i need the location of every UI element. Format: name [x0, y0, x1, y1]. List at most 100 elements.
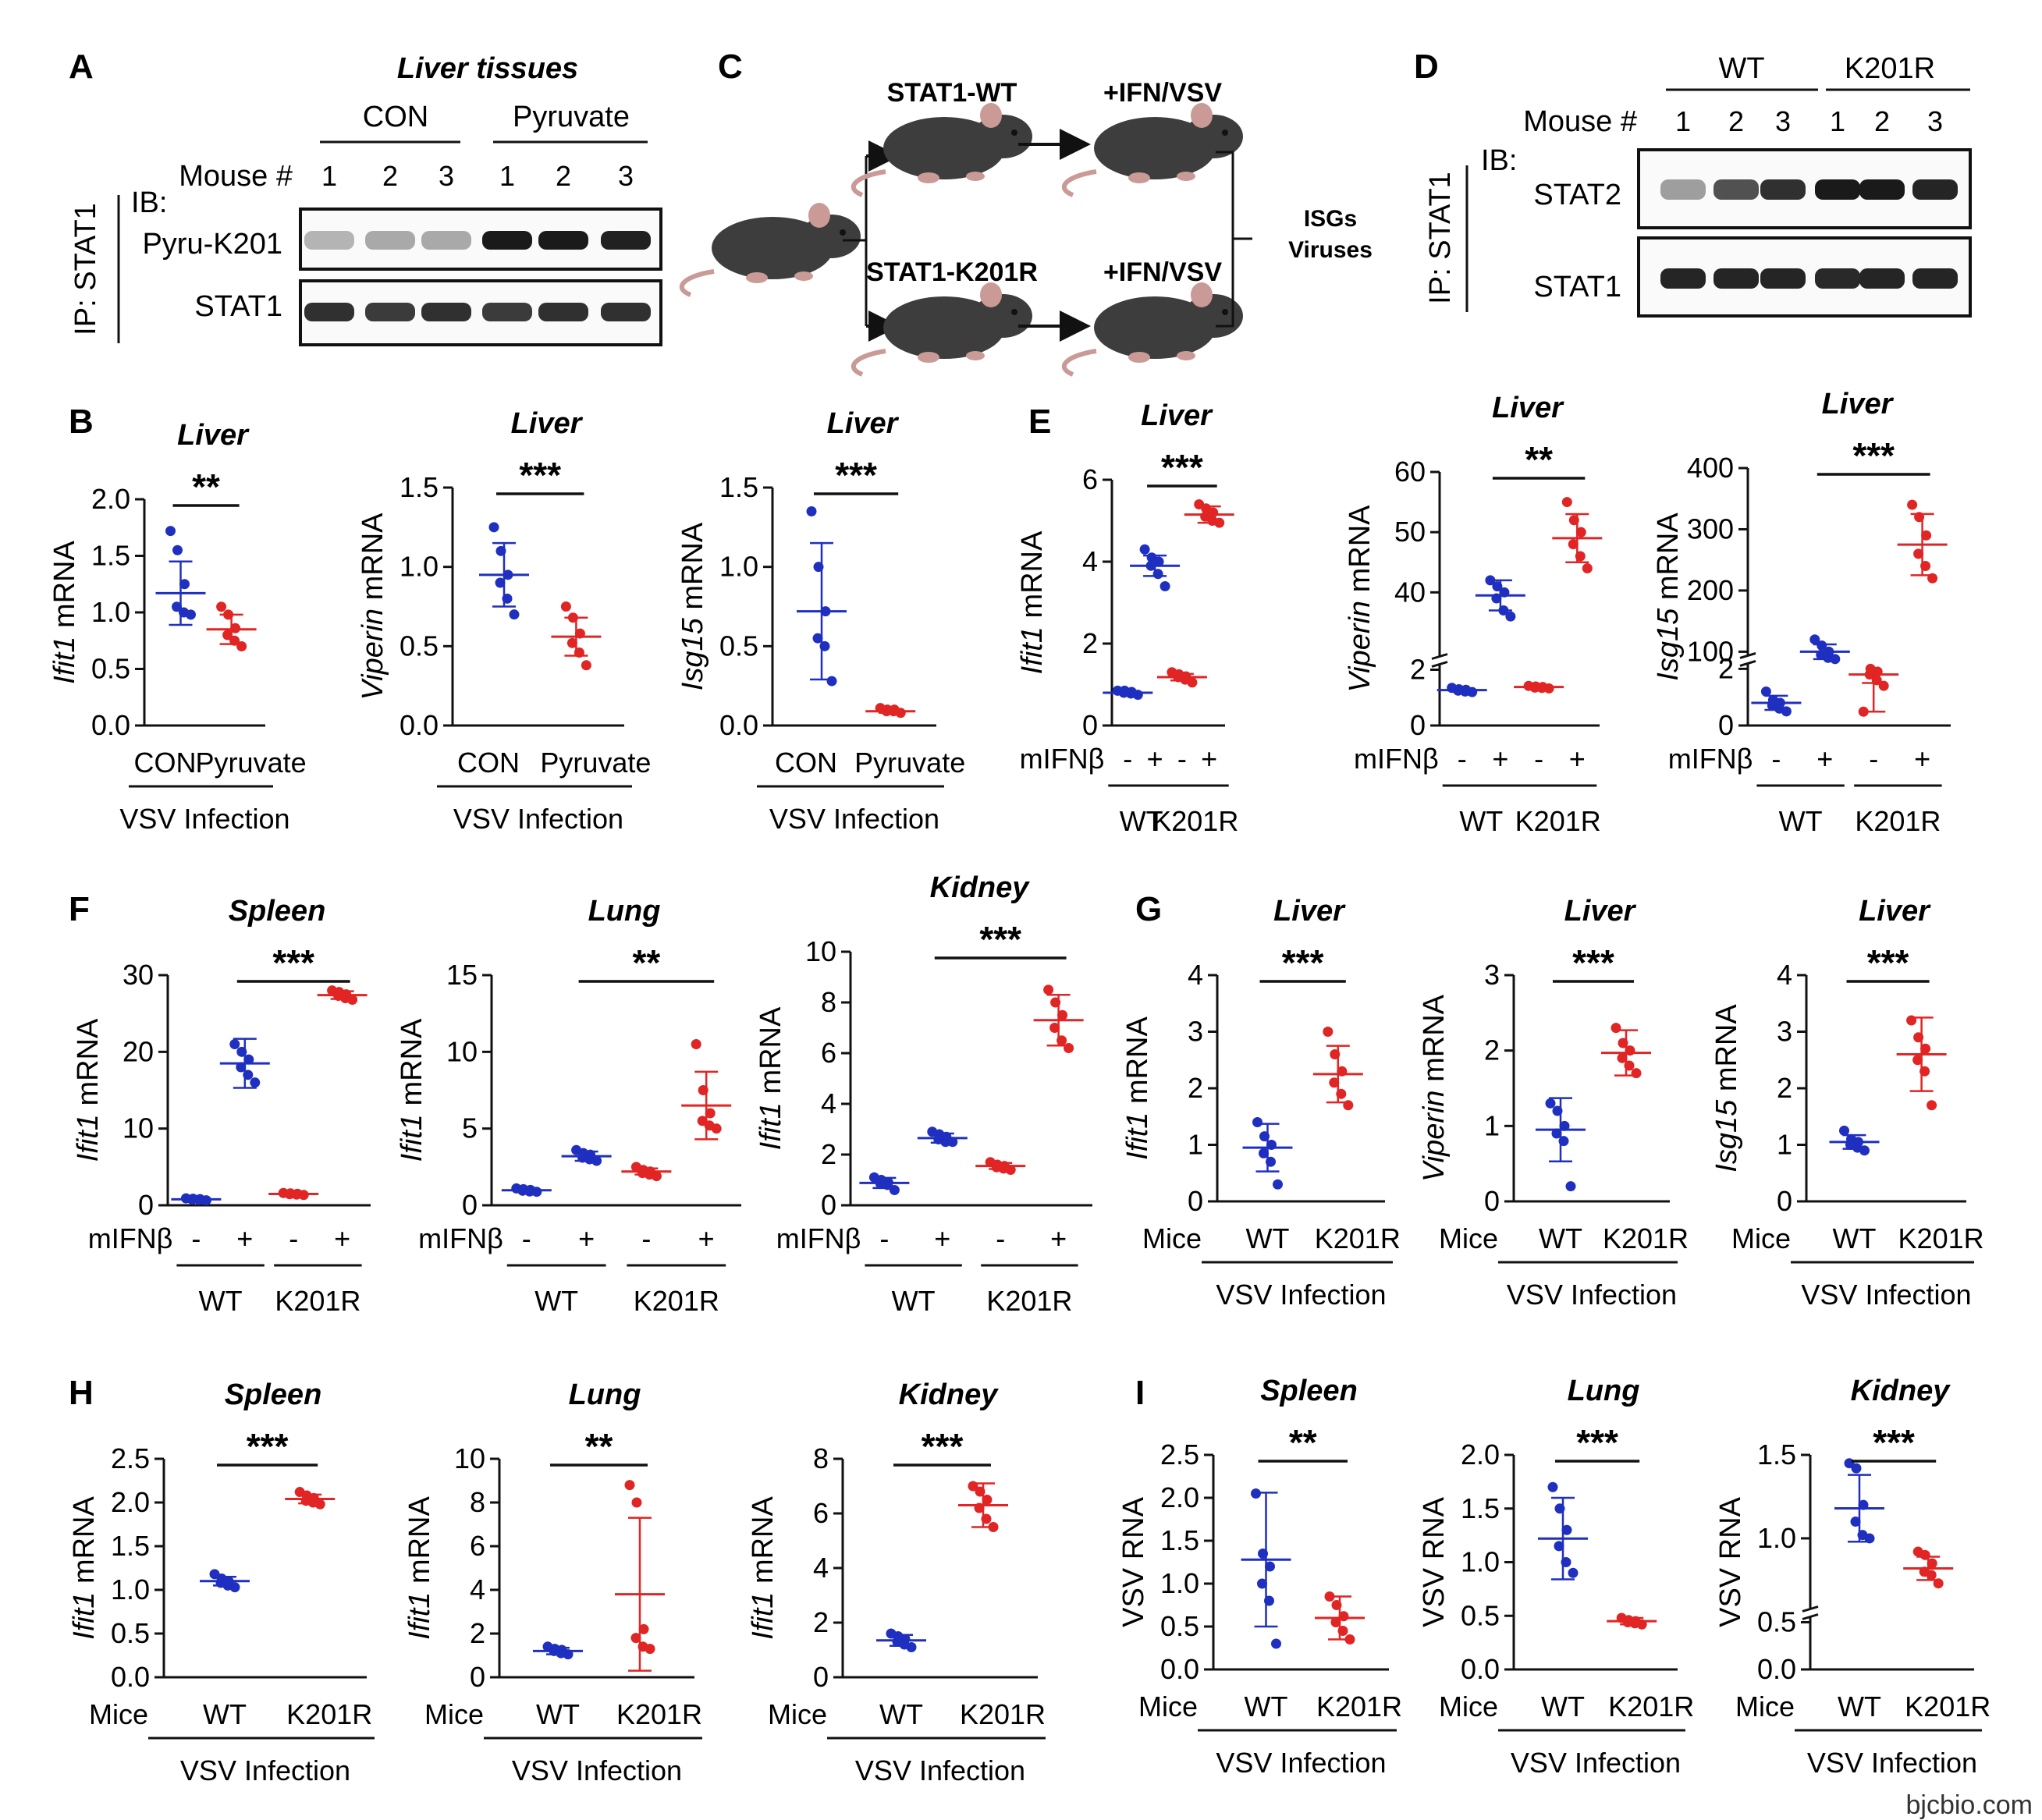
data-point — [1561, 1524, 1572, 1535]
y-tick-label: 8 — [470, 1486, 485, 1518]
data-point — [229, 1582, 240, 1593]
mice-label: Mice — [1142, 1222, 1202, 1254]
y-tick-label: 0.0 — [91, 709, 130, 741]
treatment-axis-label: mIFNβ — [1020, 743, 1105, 775]
treatment-sign: - — [1534, 743, 1543, 775]
significance-label: *** — [1282, 942, 1324, 983]
chart-title: Liver — [1859, 895, 1931, 928]
y-axis-label: Viperin mRNA — [357, 513, 389, 701]
y-tick-label: 0.0 — [1757, 1653, 1796, 1685]
y-tick-label: 5 — [462, 1112, 478, 1144]
data-point — [179, 579, 190, 590]
panel-letter-a: A — [69, 48, 94, 86]
genotype-label: WT — [1459, 805, 1503, 837]
data-point — [624, 1480, 635, 1491]
treatment-sign: - — [1869, 743, 1878, 775]
significance-label: *** — [1572, 942, 1614, 983]
series-4 — [1552, 497, 1603, 573]
y-tick-label: 1.0 — [719, 551, 758, 583]
category-label: WT — [1838, 1691, 1881, 1722]
treatment-axis-label: mIFNβ — [418, 1222, 503, 1254]
y-axis-label: Ifit1 mRNA — [396, 1018, 428, 1162]
data-point — [1920, 1043, 1931, 1054]
data-point — [651, 1171, 662, 1182]
category-label: CON — [457, 747, 520, 779]
series-4 — [1897, 499, 1948, 584]
y-tick-label: 200 — [1687, 574, 1734, 606]
panel-letter-b: B — [69, 403, 94, 441]
y-tick-label: 4 — [1188, 959, 1203, 991]
significance-label: *** — [272, 942, 314, 983]
lane-number: 1 — [1675, 105, 1691, 137]
blot-band — [1859, 268, 1905, 289]
y-axis-label: Ifit1 mRNA — [1016, 530, 1049, 674]
genotype-label: K201R — [1855, 805, 1941, 837]
group-label: VSV Infection — [855, 1754, 1025, 1786]
y-tick-label: 2 — [813, 1606, 829, 1638]
category-label: K201R — [1315, 1222, 1401, 1254]
lane-number: 3 — [618, 160, 634, 192]
treatment-sign: - — [1123, 743, 1132, 775]
data-point — [250, 1077, 261, 1088]
y-tick-label: 0 — [813, 1661, 829, 1693]
blot-band — [304, 303, 354, 321]
significance-label: *** — [247, 1426, 289, 1467]
data-point — [509, 609, 520, 620]
y-tick-label: 4 — [1082, 545, 1098, 577]
treatment-sign: - — [522, 1222, 531, 1254]
chart-title: Spleen — [225, 1378, 322, 1411]
chart-g3: 0 1 2 3 4 Isg15 mRNA Liver *** Mice WT K201R VSV In… — [1710, 895, 1984, 1311]
data-point — [566, 637, 577, 648]
treatment-label: +IFN/VSV — [1103, 78, 1222, 108]
series-1 — [200, 1569, 250, 1593]
chart-title: Liver — [511, 407, 584, 440]
series-3 — [975, 1157, 1026, 1175]
data-point — [1273, 1179, 1283, 1190]
data-point — [1257, 1578, 1267, 1589]
blot-band — [1912, 179, 1958, 200]
significance-label: *** — [519, 455, 561, 495]
series-2 — [1130, 544, 1181, 591]
treatment-sign: - — [191, 1222, 201, 1254]
mice-label: Mice — [1735, 1691, 1795, 1722]
lane-number: 2 — [556, 160, 571, 192]
y-tick-label: 300 — [1687, 513, 1734, 545]
chart-title: Liver — [827, 407, 900, 440]
y-tick-label: 0.0 — [1160, 1653, 1199, 1685]
data-point — [889, 1185, 900, 1195]
category-label: WT — [1833, 1222, 1877, 1254]
series-1 — [876, 1628, 926, 1652]
chart-i3: 0.0 0.5 1.0 1.5 VSV RNA Kidney *** Mice WT K201R V… — [1714, 1375, 1991, 1779]
y-tick-label: 3 — [1484, 959, 1500, 991]
group-label-wt: WT — [1718, 52, 1764, 85]
chart-title: Kidney — [1851, 1375, 1951, 1407]
y-tick-label: 0 — [1410, 709, 1426, 741]
data-point — [1259, 1148, 1269, 1158]
y-tick-label: 0 — [1484, 1185, 1500, 1217]
series-1 — [501, 1183, 552, 1197]
data-point — [1561, 497, 1572, 508]
chart-title: Kidney — [899, 1378, 1000, 1411]
y-tick-label: 1.0 — [1461, 1546, 1500, 1578]
chart-title: Liver — [1273, 895, 1346, 928]
series-3 — [1848, 663, 1899, 717]
blot-band — [538, 303, 588, 321]
y-axis-label: Isg15 mRNA — [677, 522, 709, 690]
blot-band — [1815, 268, 1860, 289]
blot-band — [482, 231, 532, 250]
data-point — [631, 1497, 642, 1508]
significance-label: *** — [1867, 942, 1909, 983]
data-point — [691, 1039, 701, 1049]
y-tick-label: 2.0 — [111, 1486, 150, 1518]
y-axis-label: Ifit1 mRNA — [747, 1496, 780, 1640]
series-1 — [533, 1641, 583, 1660]
lane-number: 2 — [1728, 105, 1744, 137]
significance-label: *** — [1161, 447, 1203, 488]
treatment-sign: + — [334, 1222, 350, 1254]
series-3 — [621, 1162, 672, 1182]
series-1 — [1751, 686, 1802, 717]
treatment-sign: + — [1492, 743, 1508, 775]
panel-letter-f: F — [69, 890, 90, 928]
